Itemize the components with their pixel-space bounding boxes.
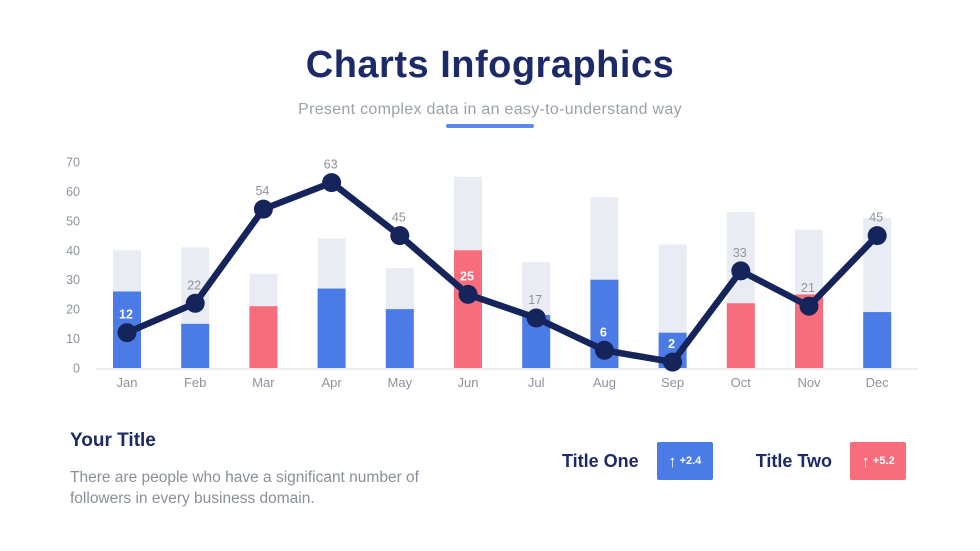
point-label: 6 bbox=[600, 325, 607, 339]
legend-label-two: Title Two bbox=[755, 450, 833, 471]
x-tick-label: Jun bbox=[458, 375, 479, 390]
point-label: 17 bbox=[528, 293, 542, 307]
x-tick-label: Sep bbox=[661, 375, 684, 390]
point-label: 63 bbox=[324, 158, 338, 172]
y-tick-label: 30 bbox=[66, 273, 80, 287]
point-label: 22 bbox=[187, 278, 201, 292]
point-label: 33 bbox=[733, 246, 747, 260]
point-label: 45 bbox=[869, 211, 883, 225]
up-arrow-icon: ↑ bbox=[861, 451, 870, 471]
bar-value bbox=[454, 250, 482, 368]
footer-body: There are people who have a significant … bbox=[70, 469, 419, 507]
x-tick-label: Dec bbox=[866, 375, 890, 390]
line-point bbox=[731, 261, 751, 281]
x-tick-label: Aug bbox=[593, 375, 616, 390]
line-point bbox=[253, 199, 273, 219]
legend-value-one: +2.4 bbox=[679, 455, 702, 467]
x-tick-label: Jan bbox=[117, 375, 138, 390]
bar-value bbox=[249, 306, 278, 368]
up-arrow-icon: ↑ bbox=[668, 451, 677, 471]
legend-item-two: Title Two ↑ +5.2 bbox=[755, 442, 907, 480]
y-tick-label: 0 bbox=[73, 362, 80, 376]
page-title: Charts Infographics bbox=[305, 44, 675, 86]
x-tick-label: Nov bbox=[797, 375, 821, 390]
x-tick-label: Oct bbox=[731, 375, 752, 390]
y-tick-label: 40 bbox=[66, 244, 80, 258]
trend-line bbox=[123, 179, 881, 366]
line-point bbox=[185, 293, 205, 313]
line-point bbox=[458, 284, 478, 304]
x-tick-label: May bbox=[388, 375, 413, 390]
legend-label-one: Title One bbox=[562, 450, 639, 471]
bar-value bbox=[726, 303, 755, 368]
point-label: 45 bbox=[392, 211, 406, 225]
bar-value bbox=[863, 312, 892, 368]
point-label: 54 bbox=[255, 184, 269, 198]
x-tick-label: Jul bbox=[528, 375, 545, 390]
combo-chart: 0 10 20 30 40 50 60 70 Jan Feb Mar Apr May Jun Jul Aug S… bbox=[66, 156, 918, 390]
subtitle-divider bbox=[446, 124, 534, 128]
x-tick-label: Feb bbox=[184, 375, 206, 390]
footer-title: Your Title bbox=[70, 430, 156, 451]
y-tick-label: 50 bbox=[66, 214, 80, 228]
legend: Title One ↑ +2.4 Title Two ↑ +5.2 bbox=[562, 442, 907, 480]
point-label: 2 bbox=[668, 337, 675, 351]
point-label: 21 bbox=[801, 281, 815, 295]
line-point bbox=[867, 226, 887, 246]
line-point bbox=[390, 226, 410, 246]
footer-text-block: Your Title There are people who have a s… bbox=[70, 430, 470, 510]
legend-item-one: Title One ↑ +2.4 bbox=[562, 442, 713, 480]
bar-value bbox=[385, 309, 414, 368]
y-tick-label: 70 bbox=[66, 156, 80, 170]
header: Charts Infographics Present complex data… bbox=[0, 44, 980, 119]
x-tick-label: Apr bbox=[321, 375, 342, 390]
line-point bbox=[663, 352, 683, 372]
legend-value-two: +5.2 bbox=[872, 455, 895, 467]
legend-badge-two: ↑ +5.2 bbox=[850, 442, 907, 480]
y-tick-label: 10 bbox=[66, 332, 80, 346]
line-point bbox=[322, 173, 342, 193]
x-tick-label: Mar bbox=[252, 375, 275, 390]
bar-value bbox=[181, 323, 210, 368]
legend-badge-one: ↑ +2.4 bbox=[656, 442, 713, 480]
line-point bbox=[117, 323, 137, 343]
line-point bbox=[594, 340, 614, 360]
bar-value bbox=[317, 288, 346, 368]
line-point bbox=[526, 308, 546, 328]
line-point bbox=[799, 296, 819, 316]
y-tick-label: 60 bbox=[66, 185, 80, 199]
point-label: 25 bbox=[460, 269, 474, 283]
page-subtitle: Present complex data in an easy-to-under… bbox=[298, 101, 682, 118]
point-label: 12 bbox=[119, 308, 133, 322]
y-tick-label: 20 bbox=[66, 303, 80, 317]
